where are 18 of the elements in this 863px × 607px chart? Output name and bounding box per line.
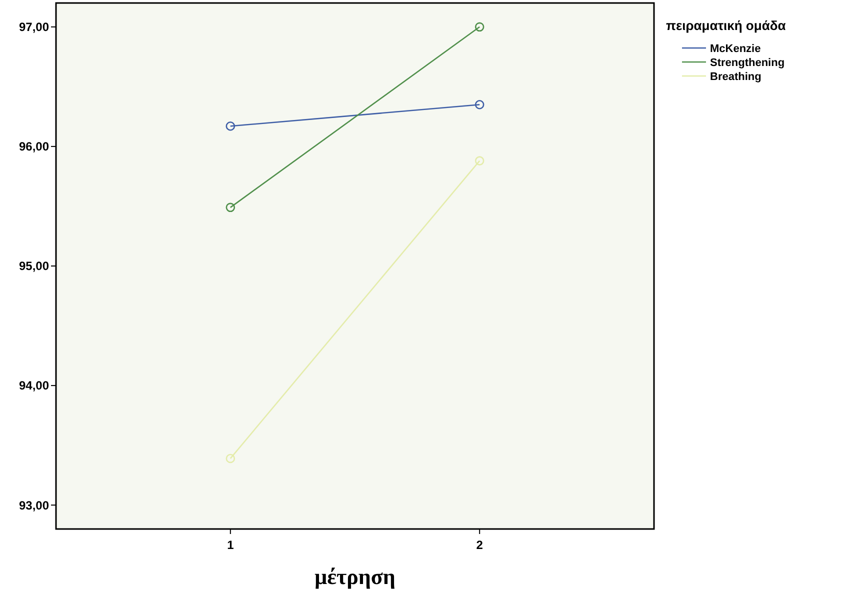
legend-title: πειραματική ομάδα xyxy=(666,18,786,33)
point xyxy=(226,202,236,212)
point xyxy=(474,22,484,32)
point xyxy=(474,156,484,166)
y-tick-label: 93,00 xyxy=(18,498,50,512)
point xyxy=(226,454,236,464)
point xyxy=(474,100,484,110)
legend-label: Strengthening xyxy=(710,56,785,69)
legend-label: Breathing xyxy=(710,70,762,83)
x-axis-title: μέτρηση xyxy=(314,564,396,589)
x-tick-label: 1 xyxy=(227,538,234,552)
x-tick-label: 2 xyxy=(476,538,484,552)
point xyxy=(226,122,236,131)
y-tick-label: 95,00 xyxy=(18,259,50,274)
y-tick-label: 96,00 xyxy=(18,140,50,154)
legend-label: McKenzie xyxy=(710,42,761,55)
y-tick-label: 94,00 xyxy=(18,378,50,393)
y-tick-label: 97,00 xyxy=(18,20,50,34)
